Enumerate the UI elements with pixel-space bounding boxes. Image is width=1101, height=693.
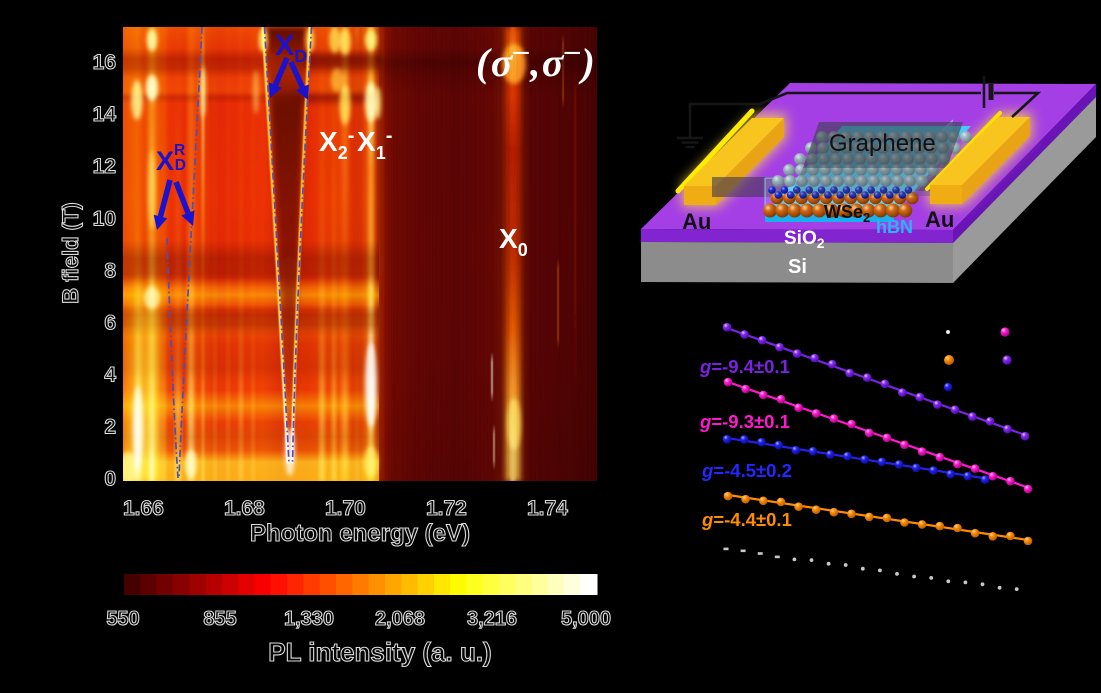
svg-text:Si: Si bbox=[788, 256, 807, 278]
svg-text:3,216: 3,216 bbox=[467, 608, 517, 630]
svg-text:g=-4.4±0.1: g=-4.4±0.1 bbox=[701, 509, 792, 530]
svg-text:550: 550 bbox=[106, 608, 139, 630]
svg-text:6: 6 bbox=[104, 311, 116, 334]
svg-text:1.70: 1.70 bbox=[325, 497, 366, 520]
svg-text:g=-4.5±0.2: g=-4.5±0.2 bbox=[701, 460, 792, 481]
svg-text:2,068: 2,068 bbox=[375, 608, 425, 630]
svg-text:16: 16 bbox=[93, 51, 116, 74]
svg-text:Au: Au bbox=[682, 209, 711, 234]
svg-text:Au: Au bbox=[925, 207, 954, 232]
svg-text:Photon energy (eV): Photon energy (eV) bbox=[250, 520, 470, 547]
svg-text:g=-9.3±0.1: g=-9.3±0.1 bbox=[699, 411, 790, 432]
svg-text:WSe2: WSe2 bbox=[824, 202, 870, 225]
svg-text:10: 10 bbox=[93, 207, 116, 230]
svg-text:14: 14 bbox=[93, 103, 117, 126]
svg-text:5,000: 5,000 bbox=[561, 608, 611, 630]
svg-text:4: 4 bbox=[104, 364, 116, 387]
svg-text:0: 0 bbox=[104, 468, 116, 491]
svg-text:1.68: 1.68 bbox=[224, 497, 265, 520]
svg-text:1.74: 1.74 bbox=[527, 497, 568, 520]
svg-text:hBN: hBN bbox=[876, 217, 913, 237]
svg-text:XRD: XR D bbox=[156, 142, 186, 176]
svg-text:2: 2 bbox=[104, 416, 116, 439]
svg-text:(σ–,σ–): (σ–,σ–) bbox=[476, 34, 596, 85]
svg-text:g=-9.4±0.1: g=-9.4±0.1 bbox=[699, 356, 790, 377]
svg-text:855: 855 bbox=[203, 608, 236, 630]
svg-text:Graphene: Graphene bbox=[829, 130, 936, 157]
svg-text:1,330: 1,330 bbox=[284, 608, 334, 630]
svg-text:12: 12 bbox=[93, 155, 116, 178]
svg-text:1.66: 1.66 bbox=[123, 497, 164, 520]
svg-text:1.72: 1.72 bbox=[426, 497, 467, 520]
svg-text:PL intensity (a. u.): PL intensity (a. u.) bbox=[268, 637, 491, 667]
svg-text:SiO2: SiO2 bbox=[784, 228, 825, 251]
svg-text:8: 8 bbox=[104, 259, 116, 282]
svg-text:B field (T): B field (T) bbox=[58, 202, 83, 303]
